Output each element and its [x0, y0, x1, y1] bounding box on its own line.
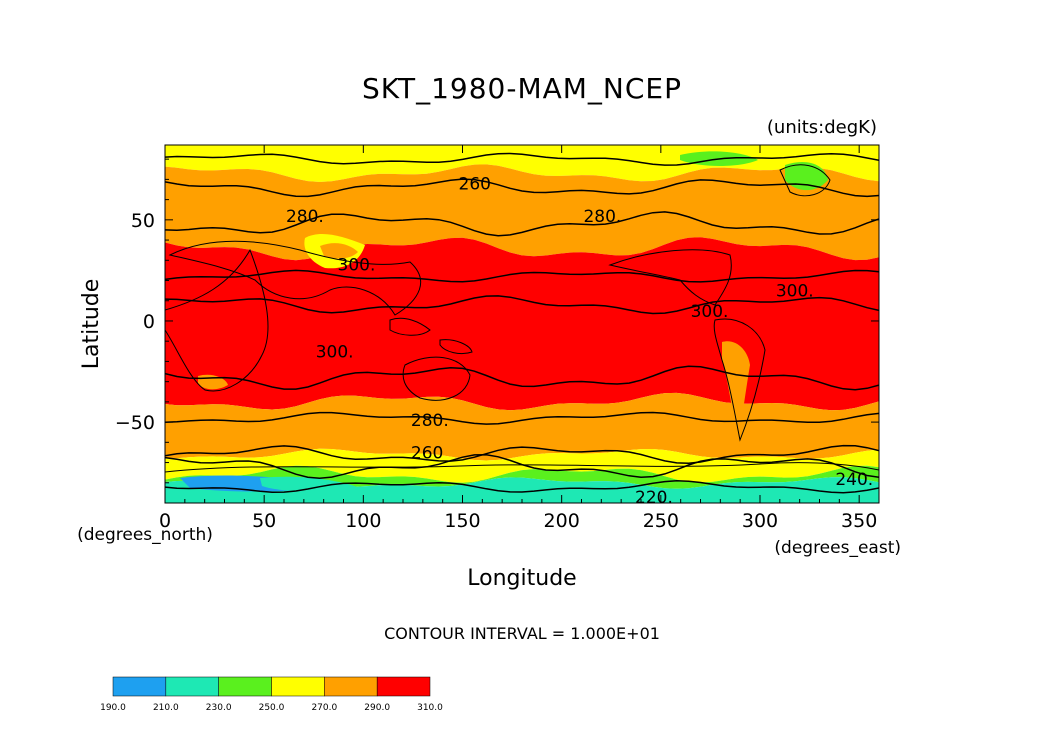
contour-label: 300. — [316, 342, 354, 362]
colorbar-label: 230.0 — [206, 703, 232, 713]
isoline — [165, 365, 879, 391]
isoline — [165, 480, 879, 494]
isoline — [165, 444, 879, 464]
y-tick-label: 50 — [131, 210, 155, 232]
colorbar-label: 270.0 — [311, 703, 337, 713]
contour-labels: 260 280. 280. 300. 300. 300. 300. 280. 260 220. 24… — [286, 174, 873, 508]
colorbar-label: 290.0 — [364, 703, 390, 713]
contour-label: 280. — [583, 207, 621, 227]
andes-patch — [722, 341, 750, 440]
colorbar-swatch — [165, 676, 219, 697]
y-axis: −50 0 50 — [115, 158, 879, 484]
isoline — [165, 152, 879, 166]
contour-label: 300. — [691, 302, 729, 322]
contour-label: 300. — [776, 282, 814, 302]
units-label: (units:degK) — [767, 117, 877, 138]
continent-outlines — [165, 164, 879, 473]
colorbar-label: 310.0 — [417, 703, 443, 713]
contour-lines — [165, 152, 879, 494]
colorbar-label: 250.0 — [259, 703, 285, 713]
isoline — [165, 269, 879, 283]
x-tick-label: 350 — [841, 510, 877, 532]
band-210-230 — [165, 477, 879, 503]
colorbar: 190.0 210.0 230.0 250.0 270.0 290.0 310.0 — [100, 676, 443, 713]
isoline — [165, 411, 879, 425]
contour-label: 220. — [635, 488, 673, 508]
y-units-label: (degrees_north) — [77, 525, 213, 545]
colorbar-swatch — [218, 676, 272, 697]
band-270-290 — [165, 392, 879, 461]
x-tick-label: 150 — [444, 510, 480, 532]
x-tick-label: 250 — [643, 510, 679, 532]
contour-label: 260 — [459, 174, 491, 194]
band-270-290 — [165, 164, 879, 261]
colorbar-swatch — [376, 676, 431, 697]
x-axis: 0 50 100 150 200 250 300 350 — [159, 145, 877, 532]
colorbar-swatch — [324, 676, 378, 697]
y-axis-label: Latitude — [79, 279, 104, 370]
x-axis-label: Longitude — [467, 566, 576, 591]
isoline — [165, 178, 879, 198]
x-tick-label: 50 — [252, 510, 276, 532]
y-tick-label: 0 — [143, 311, 155, 333]
x-units-label: (degrees_east) — [774, 538, 901, 558]
contour-label: 300. — [338, 255, 376, 275]
contour-label: 280. — [286, 207, 324, 227]
y-tick-label: −50 — [115, 412, 155, 434]
temperature-bands — [165, 145, 879, 503]
antarctic-cold-patch — [260, 476, 360, 492]
contour-label: 280. — [411, 411, 449, 431]
isoline — [165, 211, 879, 237]
x-tick-label: 300 — [742, 510, 778, 532]
x-tick-label: 200 — [544, 510, 580, 532]
band-250-270 — [165, 448, 879, 483]
colorbar-swatch — [271, 676, 325, 697]
colorbar-label: 210.0 — [153, 703, 179, 713]
chart-title: SKT_1980-MAM_NCEP — [362, 72, 682, 105]
isoline — [165, 295, 879, 315]
band-290-310 — [165, 237, 879, 411]
colorbar-label: 190.0 — [100, 703, 126, 713]
isoline — [165, 453, 879, 479]
contour-interval: CONTOUR INTERVAL = 1.000E+01 — [384, 624, 660, 643]
colorbar-swatch — [112, 676, 167, 697]
x-tick-label: 0 — [159, 510, 171, 532]
plot-area: 260 280. 280. 300. 300. 300. 300. 280. 260 220. 24… — [165, 145, 879, 508]
tibet-inner-patch — [320, 243, 358, 259]
x-tick-label: 100 — [345, 510, 381, 532]
contour-label: 240. — [835, 470, 873, 490]
contour-label: 260 — [411, 444, 443, 464]
